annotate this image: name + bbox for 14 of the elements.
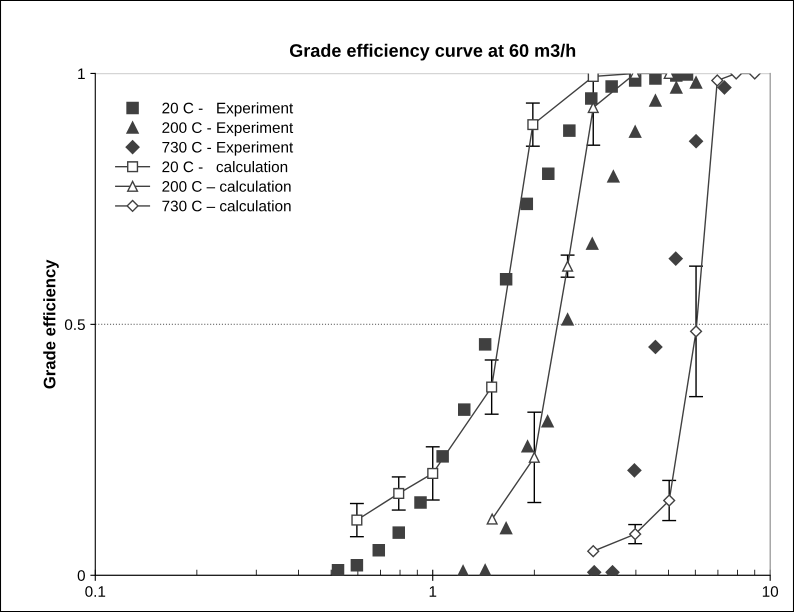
legend-label: 20 C - calculation <box>162 161 288 172</box>
legend-label: 20 C - Experiment <box>162 102 294 116</box>
y-tick-label: 0 <box>78 570 85 581</box>
y-tick-label: 0.5 <box>64 319 85 330</box>
x-tick-label: 0.1 <box>85 586 106 597</box>
x-tick-label: 1 <box>430 586 436 597</box>
legend-label: 730 C – calculation <box>162 200 291 212</box>
y-axis-title: Grade efficiency <box>43 260 59 389</box>
y-tick-label: 1 <box>78 68 85 79</box>
legend-label: 200 C – calculation <box>162 180 291 192</box>
legend-label: 200 C - Experiment <box>162 122 294 136</box>
x-tick-label: 10 <box>762 586 778 597</box>
legend-label: 730 C - Experiment <box>162 141 294 156</box>
chart-title: Grade efficiency curve at 60 m3/h <box>290 44 576 61</box>
